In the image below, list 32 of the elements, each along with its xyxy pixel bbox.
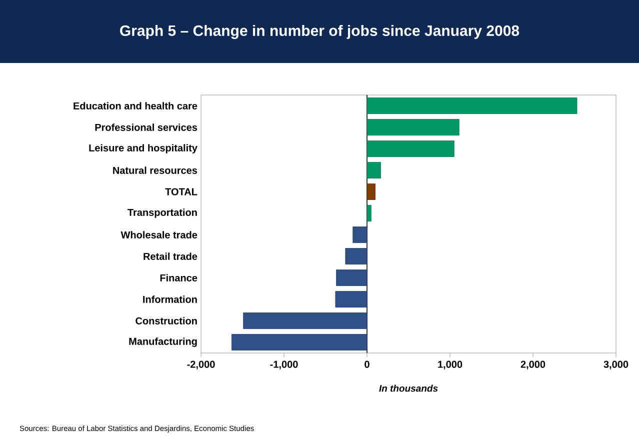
y-tick-label: Wholesale trade (120, 231, 198, 238)
bar (345, 248, 368, 264)
x-tick-label: -2,000 (187, 360, 215, 370)
y-tick-label: Information (143, 296, 197, 303)
bar (366, 119, 460, 136)
y-tick-label: Professional services (95, 124, 198, 131)
bar (366, 184, 376, 200)
y-tick-label: Transportation (128, 208, 197, 218)
y-tick-label: Education and health care (74, 102, 198, 110)
y-tick-label: TOTAL (165, 188, 198, 196)
x-tick-label: 1,000 (438, 360, 462, 370)
y-tick-label: Finance (160, 274, 198, 282)
chart-title: Graph 5 – Change in number of jobs since January 2008 (120, 24, 520, 40)
x-tick-label: 0 (364, 360, 370, 368)
bar (366, 162, 381, 178)
y-tick-label: Construction (136, 317, 197, 324)
x-tick-label: 3,000 (604, 360, 628, 370)
bar (366, 205, 372, 222)
y-tick-label: Retail trade (144, 252, 198, 260)
bar (335, 291, 368, 308)
x-tick-label: -1,000 (270, 360, 298, 370)
x-axis-title: In thousands (379, 384, 438, 392)
bar (232, 334, 368, 350)
y-tick-label: Natural resources (113, 166, 198, 174)
bar (243, 312, 368, 329)
bar (352, 226, 368, 243)
bar (336, 270, 368, 286)
y-tick-label: Leisure and hospitality (89, 144, 198, 154)
bar (366, 98, 578, 114)
bar (366, 140, 454, 157)
y-tick-label: Manufacturing (129, 338, 197, 347)
x-tick-label: 2,000 (520, 360, 546, 370)
